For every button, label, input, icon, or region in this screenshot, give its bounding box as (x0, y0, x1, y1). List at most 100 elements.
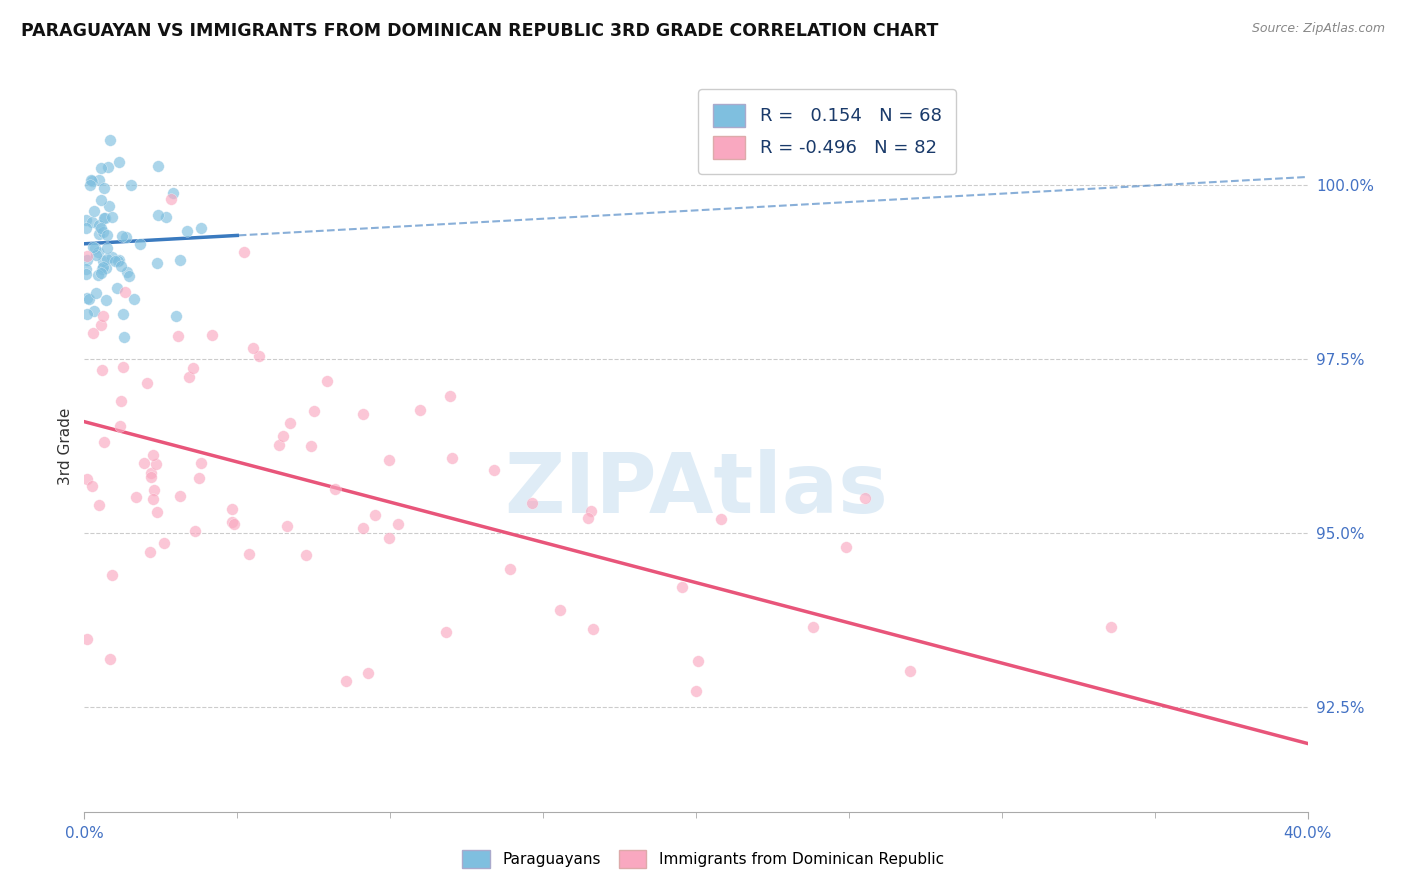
Point (91, 309, 114, 323)
Point (335, 673, 357, 688)
Point (111, 359, 134, 374)
Point (835, 540, 858, 554)
Point (76, 632, 98, 646)
Point (76, 249, 98, 263)
Legend: Paraguayans, Immigrants from Dominican Republic: Paraguayans, Immigrants from Dominican R… (454, 843, 952, 875)
Point (146, 159, 169, 173)
Point (96, 252, 118, 266)
Point (224, 516, 246, 531)
Point (82, 479, 104, 493)
Point (129, 236, 152, 251)
Point (299, 439, 322, 453)
Point (364, 508, 387, 522)
Point (582, 622, 605, 636)
Point (136, 376, 159, 390)
Point (83, 303, 105, 318)
Point (267, 438, 290, 452)
Point (90, 318, 112, 332)
Point (82, 215, 104, 229)
Point (953, 835, 976, 849)
Point (436, 624, 458, 639)
Point (387, 516, 409, 531)
Point (176, 224, 198, 238)
Point (145, 457, 167, 471)
Point (579, 504, 602, 518)
Y-axis label: 3rd Grade: 3rd Grade (58, 408, 73, 484)
Point (90, 194, 112, 208)
Point (352, 407, 374, 421)
Point (96, 241, 118, 255)
Point (84, 286, 107, 301)
Point (91, 261, 114, 276)
Point (118, 268, 141, 283)
Point (91, 260, 114, 274)
Point (90, 161, 112, 176)
Point (169, 489, 191, 503)
Point (409, 403, 432, 417)
Point (87, 498, 110, 512)
Point (184, 524, 207, 538)
Point (221, 515, 243, 529)
Point (169, 253, 191, 268)
Point (114, 285, 136, 299)
Point (97, 161, 120, 175)
Point (499, 562, 522, 576)
Point (278, 416, 301, 430)
Point (710, 512, 733, 526)
Point (93, 211, 115, 225)
Point (112, 307, 135, 321)
Point (84, 248, 107, 262)
Point (221, 502, 243, 516)
Point (91, 225, 114, 239)
Point (1099, 620, 1122, 634)
Point (671, 580, 693, 594)
Point (76, 252, 98, 267)
Point (125, 490, 148, 504)
Point (94, 293, 117, 308)
Point (75, 213, 97, 227)
Point (276, 518, 298, 533)
Point (87, 227, 110, 241)
Point (142, 483, 165, 497)
Point (82, 326, 104, 340)
Point (112, 329, 135, 343)
Point (75, 221, 97, 235)
Point (134, 456, 156, 470)
Point (96, 227, 118, 242)
Point (898, 664, 921, 678)
Point (484, 463, 506, 477)
Point (187, 471, 209, 485)
Point (146, 256, 169, 270)
Point (273, 429, 295, 443)
Point (686, 654, 709, 668)
Point (82, 240, 104, 254)
Point (548, 603, 571, 617)
Point (302, 404, 325, 418)
Point (104, 254, 127, 268)
Point (87, 219, 110, 233)
Point (316, 374, 339, 388)
Point (98, 652, 121, 666)
Point (80, 174, 103, 188)
Point (142, 492, 165, 507)
Point (441, 451, 464, 466)
Point (352, 520, 374, 534)
Point (77, 292, 100, 306)
Point (294, 548, 316, 562)
Point (378, 453, 401, 467)
Point (75, 261, 97, 276)
Point (238, 548, 260, 562)
Point (97, 199, 120, 213)
Text: Source: ZipAtlas.com: Source: ZipAtlas.com (1251, 22, 1385, 36)
Text: PARAGUAYAN VS IMMIGRANTS FROM DOMINICAN REPUBLIC 3RD GRADE CORRELATION CHART: PARAGUAYAN VS IMMIGRANTS FROM DOMINICAN … (21, 22, 938, 40)
Point (167, 329, 190, 343)
Point (110, 419, 132, 434)
Point (325, 482, 347, 496)
Point (94, 211, 117, 225)
Point (83, 204, 105, 219)
Point (115, 265, 138, 279)
Point (76, 291, 98, 305)
Point (522, 496, 544, 510)
Point (378, 531, 401, 545)
Point (80, 173, 103, 187)
